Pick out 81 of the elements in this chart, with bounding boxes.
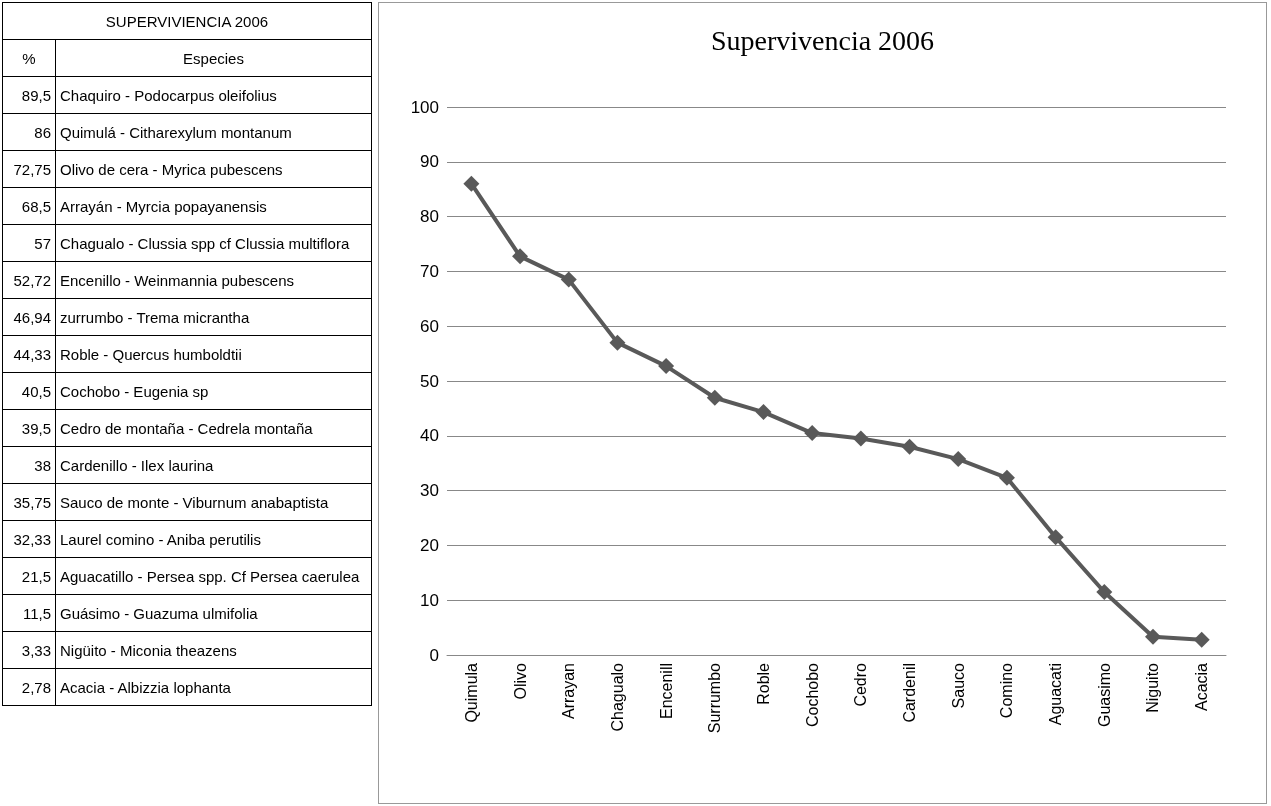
text: Laurel comino - Aniba perutilis [55,520,372,558]
text: 57 [2,224,56,262]
point [804,425,821,442]
text: Olivo de cera - Myrica pubescens [55,150,372,188]
y-tick-label: 60 [420,316,439,336]
text: SUPERVIVIENCIA 2006 [2,2,372,40]
text: Nigüito - Miconia theazens [55,631,372,669]
text: 40,5 [2,372,56,410]
text: % [2,39,56,77]
point [1144,628,1161,645]
y-tick-label: 80 [420,207,439,227]
x-tick-label: Arrayan [560,663,578,720]
x-tick-label: Sauco [949,662,967,709]
text: Cochobo - Eugenia sp [55,372,372,410]
point [901,438,918,455]
text: Chaquiro - Podocarpus oleifolius [55,76,372,114]
text: 72,75 [2,150,56,188]
text: Roble - Quercus humboldtii [55,335,372,373]
text: 35,75 [2,483,56,521]
text: Cedro de montaña - Cedrela montaña [55,409,372,447]
x-tick-label: Chagualo [608,662,626,732]
point [512,248,529,265]
point [1096,583,1113,600]
x-tick-label: Cardenil [901,663,919,723]
text: Aguacatillo - Persea spp. Cf Persea caerulea [55,557,372,595]
point [658,358,675,375]
text: Chagualo - Clussia spp cf Clussia multiflora [55,224,372,262]
y-tick-label: 70 [420,261,439,281]
y-tick-label: 100 [410,97,439,117]
text: Cardenillo - Ilex laurina [55,446,372,484]
y-tick-label: 20 [420,535,439,555]
y-tick-label: 10 [420,590,439,610]
x-tick-label: Roble [754,662,772,705]
text: Quimulá - Citharexylum montanum [55,113,372,151]
x-tick-label: Cedro [852,662,870,707]
x-tick-label: Guasimo [1095,662,1113,728]
text: 46,94 [2,298,56,336]
text: 32,33 [2,520,56,558]
text: 89,5 [2,76,56,114]
x-tick-label: Cochobo [803,662,821,728]
y-tick-label: 30 [420,481,439,501]
text: Guásimo - Guazuma ulmifolia [55,594,372,632]
y-tick-label: 90 [420,152,439,172]
text: Acacia - Albizzia lophanta [55,668,372,706]
x-tick-label: Aguacati [1047,663,1065,726]
x-tick-label: Olivo [511,662,529,700]
point [1047,529,1064,546]
text: Especies [55,39,372,77]
point [852,430,869,447]
point [755,404,772,421]
text: 21,5 [2,557,56,595]
point [706,389,723,406]
point [560,271,577,288]
text: 44,33 [2,335,56,373]
x-tick-label: Surrumbo [706,662,724,734]
y-tick-label: 0 [429,645,439,665]
text: Arrayán - Myrcia popayanensis [55,187,372,225]
x-tick-label: Acacia [1193,662,1211,712]
text: zurrumbo - Trema micrantha [55,298,372,336]
y-tick-label: 50 [420,371,439,391]
text: 3,33 [2,631,56,669]
text: Sauco de monte - Viburnum anabaptista [55,483,372,521]
text: 38 [2,446,56,484]
point [998,469,1015,486]
x-tick-label: Quimula [462,662,480,723]
text: Encenillo - Weinmannia pubescens [55,261,372,299]
y-tick-label: 40 [420,426,439,446]
x-tick-label: Encenill [657,663,675,720]
text: 11,5 [2,594,56,632]
x-tick-label: Comino [998,662,1016,719]
chart-title: Supervivencia 2006 [710,24,935,56]
point [609,334,626,351]
point [463,175,480,192]
text: 68,5 [2,187,56,225]
point [950,451,967,468]
text: 2,78 [2,668,56,706]
text: 86 [2,113,56,151]
x-tick-label: Niguito [1144,662,1162,713]
text: 52,72 [2,261,56,299]
point [1193,631,1210,648]
text: 39,5 [2,409,56,447]
